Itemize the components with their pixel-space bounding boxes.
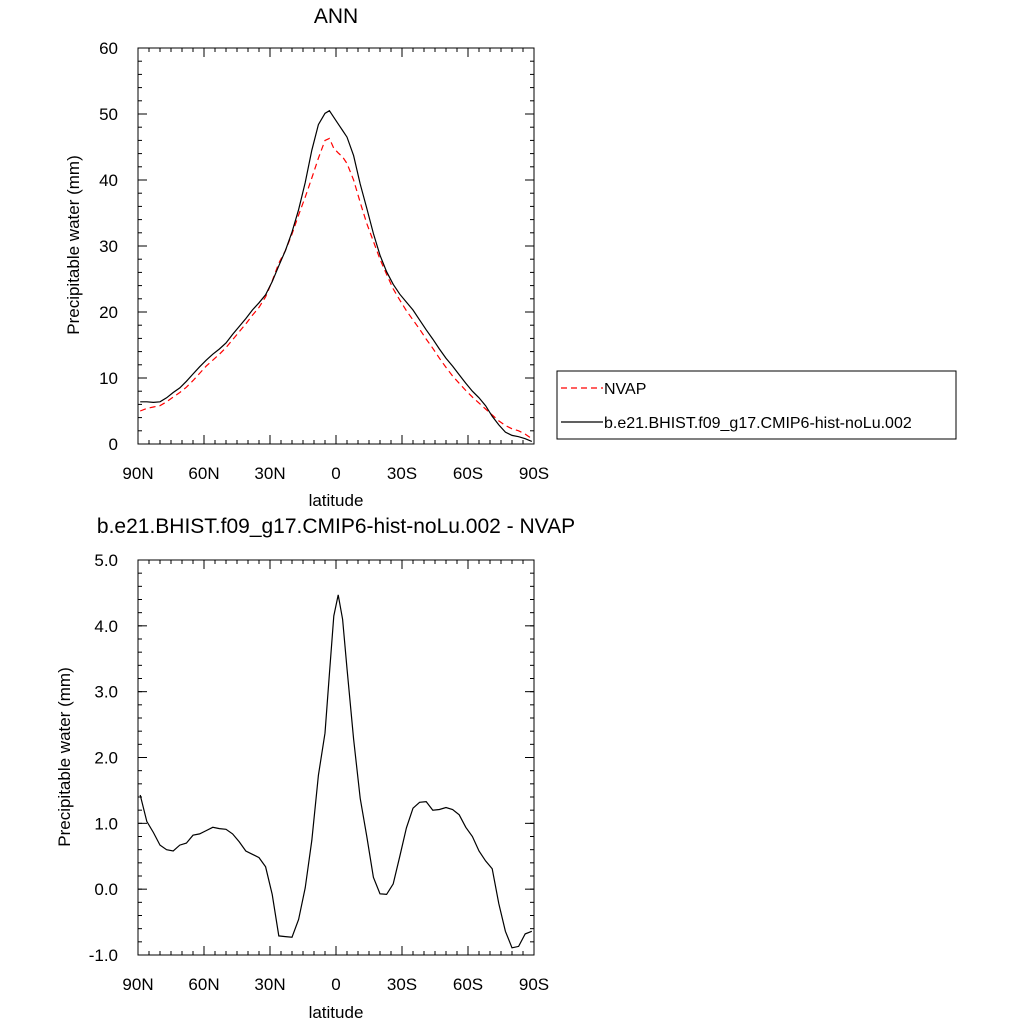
top-y-tick-label: 50: [99, 105, 118, 124]
top-series-nvap-line: [140, 138, 532, 438]
bottom-x-tick-label: 90N: [122, 975, 153, 994]
top-y-tick-label: 40: [99, 171, 118, 190]
top-y-tick-label: 30: [99, 237, 118, 256]
top-y-tick-label: 60: [99, 39, 118, 58]
top-x-tick-label: 60N: [188, 464, 219, 483]
top-y-tick-label: 20: [99, 303, 118, 322]
legend: NVAP b.e21.BHIST.f09_g17.CMIP6-hist-noLu…: [557, 371, 956, 439]
top-x-tick-label: 90N: [122, 464, 153, 483]
bottom-x-tick-label: 30S: [387, 975, 417, 994]
bottom-x-tick-label: 60S: [453, 975, 483, 994]
top-series-model-line: [140, 111, 532, 442]
top-x-tick-label: 60S: [453, 464, 483, 483]
bottom-y-tick-label: 1.0: [94, 814, 118, 833]
top-chart: ANN 90N 60N 30N 0 30S 60S 90S 0 10 20 30 40 50 60 lat…: [64, 5, 549, 510]
bottom-x-tick-label: 30N: [254, 975, 285, 994]
bottom-chart-y-axis-label: Precipitable water (mm): [55, 667, 74, 847]
bottom-series-difference-line: [140, 595, 532, 948]
top-chart-x-axis-label: latitude: [309, 491, 364, 510]
bottom-y-tick-label: -1.0: [89, 946, 118, 965]
bottom-chart: b.e21.BHIST.f09_g17.CMIP6-hist-noLu.002 …: [55, 515, 575, 1022]
bottom-chart-x-axis-label: latitude: [309, 1003, 364, 1022]
legend-label-nvap: NVAP: [604, 381, 646, 398]
bottom-y-tick-label: 3.0: [94, 683, 118, 702]
top-y-tick-label: 10: [99, 369, 118, 388]
legend-label-model: b.e21.BHIST.f09_g17.CMIP6-hist-noLu.002: [604, 415, 912, 432]
top-x-tick-label: 0: [331, 464, 340, 483]
bottom-x-tick-label: 60N: [188, 975, 219, 994]
bottom-x-tick-label: 90S: [519, 975, 549, 994]
top-plot-frame: [138, 48, 534, 444]
bottom-y-tick-label: 4.0: [94, 617, 118, 636]
top-x-tick-label: 30S: [387, 464, 417, 483]
top-y-tick-label: 0: [109, 435, 118, 454]
bottom-chart-title: b.e21.BHIST.f09_g17.CMIP6-hist-noLu.002 …: [97, 515, 575, 538]
top-x-tick-label: 30N: [254, 464, 285, 483]
top-x-tick-label: 90S: [519, 464, 549, 483]
top-chart-y-axis-label: Precipitable water (mm): [64, 155, 83, 335]
bottom-y-tick-label: 2.0: [94, 749, 118, 768]
bottom-plot-frame: [138, 560, 534, 955]
bottom-y-tick-label: 0.0: [94, 880, 118, 899]
top-chart-title: ANN: [314, 5, 358, 28]
bottom-x-tick-label: 0: [331, 975, 340, 994]
bottom-y-tick-label: 5.0: [94, 551, 118, 570]
top-chart-plot-area: 90N 60N 30N 0 30S 60S 90S 0 10 20 30 40 50 60: [99, 39, 549, 483]
bottom-chart-plot-area: 90N 60N 30N 0 30S 60S 90S -1.0 0.0 1.0 2.0 3.0 4.0 5.…: [89, 551, 549, 994]
